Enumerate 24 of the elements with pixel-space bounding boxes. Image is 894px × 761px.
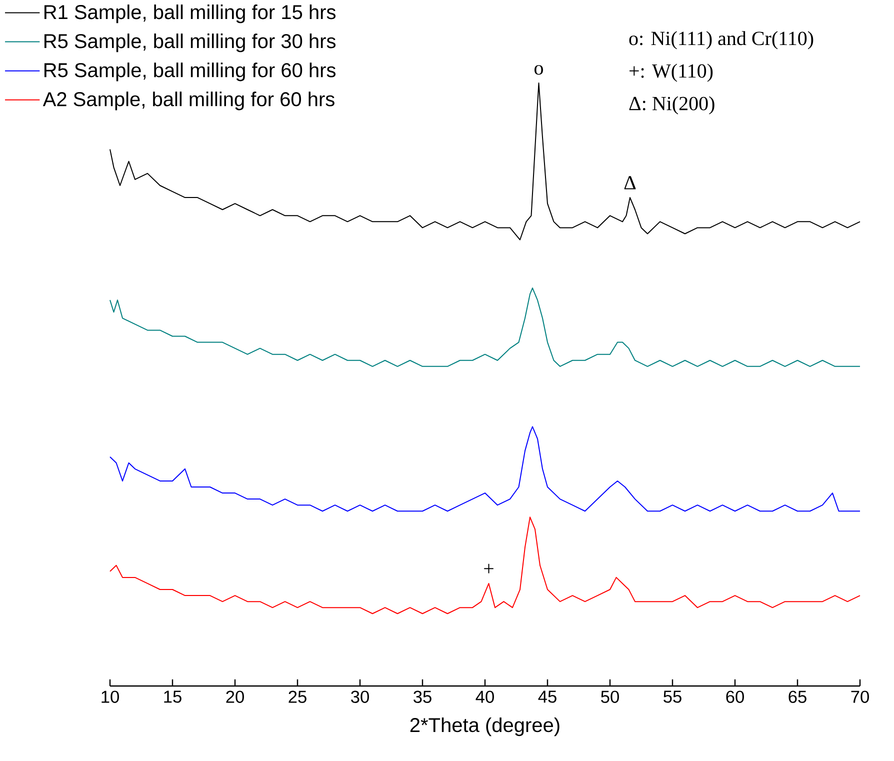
x-tick-label: 10 xyxy=(102,690,119,703)
x-tick-label: 65 xyxy=(788,690,806,703)
x-tick-label: 25 xyxy=(288,690,306,703)
legend-label: R5 Sample, ball milling for 30 hrs xyxy=(44,34,336,52)
x-tick-label: 30 xyxy=(351,690,369,703)
annotation: Δ xyxy=(624,176,636,190)
x-axis-title: 2*Theta (degree) xyxy=(410,717,560,736)
x-tick-label: 60 xyxy=(726,690,744,703)
x-tick-label: 50 xyxy=(601,690,619,703)
text: +: W(110) xyxy=(630,64,713,82)
legend-label: R5 Sample, ball milling for 60 hrs xyxy=(44,62,336,82)
x-tick-label: 70 xyxy=(851,690,869,703)
x-tick-label: 45 xyxy=(538,690,556,703)
x-tick-label: 35 xyxy=(414,690,432,703)
annotation: + xyxy=(484,564,494,574)
x-tick-label: 15 xyxy=(164,690,182,703)
x-tick-label: 40 xyxy=(476,690,494,703)
annotation: Δ: Ni(200) xyxy=(629,96,714,114)
legend-label: R1 Sample, ball milling for 15 hrs xyxy=(44,4,336,24)
annotation: o xyxy=(534,65,543,75)
x-tick-label: 55 xyxy=(664,690,682,703)
legend-label: A2 Sample, ball milling for 60 hrs xyxy=(42,92,334,110)
text: o: Ni(111) and Cr(110) xyxy=(629,31,814,50)
x-tick-label: 20 xyxy=(226,690,244,703)
